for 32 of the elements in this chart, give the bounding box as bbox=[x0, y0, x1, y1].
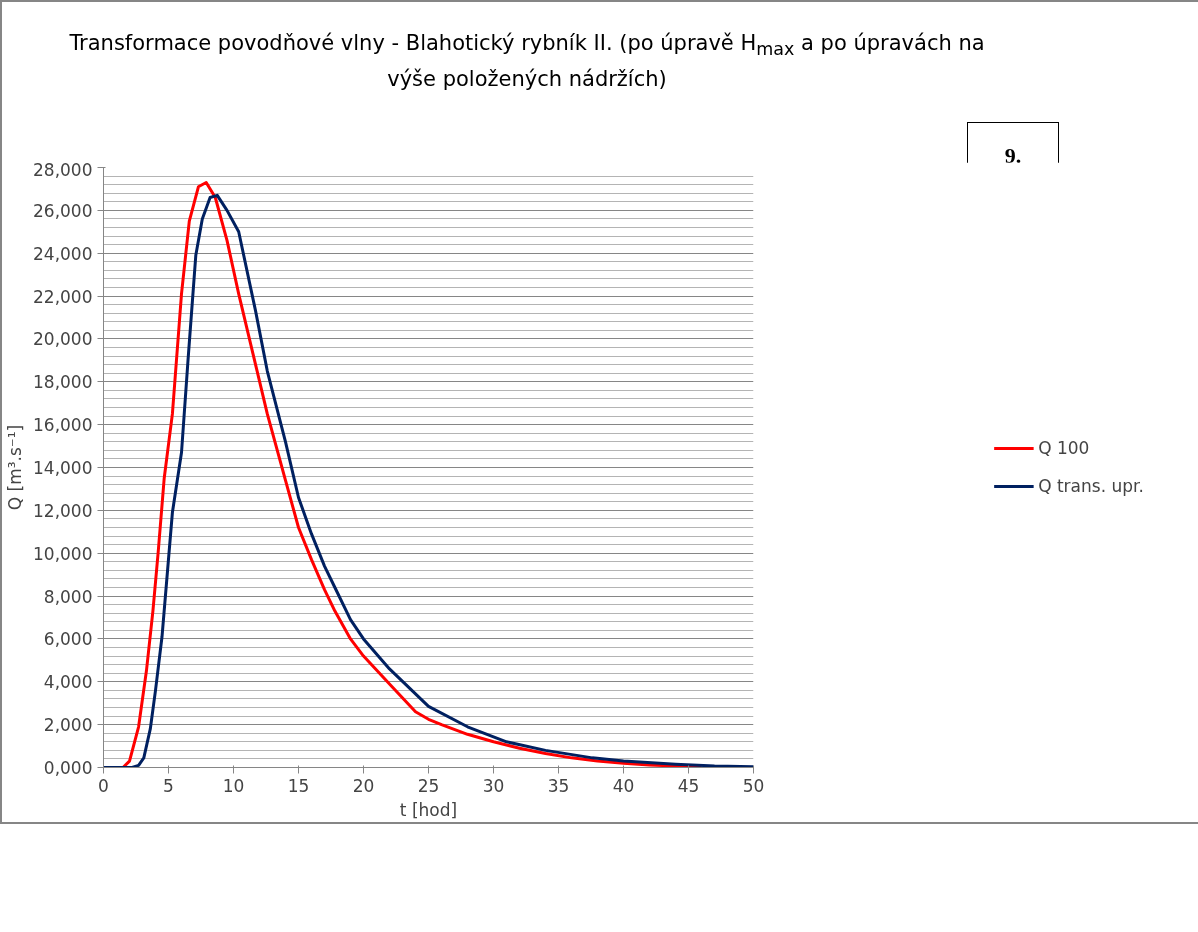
y-tick-label: 24,000 bbox=[33, 243, 93, 264]
x-tick-label: 30 bbox=[482, 775, 505, 796]
x-tick-label: 15 bbox=[287, 775, 310, 796]
x-tick-label: 35 bbox=[547, 775, 570, 796]
y-tick-label: 14,000 bbox=[33, 458, 93, 478]
x-tick-label: 50 bbox=[742, 775, 765, 796]
x-tick-label: 10 bbox=[222, 775, 245, 796]
y-tick-label: 28,000 bbox=[33, 159, 93, 180]
y-tick-label: 10,000 bbox=[33, 543, 93, 564]
y-tick-label: 18,000 bbox=[33, 372, 93, 393]
x-tick-label: 45 bbox=[677, 775, 700, 796]
text: 9. bbox=[967, 122, 1059, 190]
x-axis-title: t [hod] bbox=[399, 799, 458, 820]
x-tick-label: 20 bbox=[352, 775, 375, 796]
x-tick-label: 25 bbox=[417, 775, 440, 796]
y-axis-title: Q [m³.s⁻¹] bbox=[5, 424, 26, 511]
y-tick-label: 12,000 bbox=[33, 500, 93, 521]
x-tick-label: 5 bbox=[163, 775, 174, 796]
legend-label: Q trans. upr. bbox=[1038, 476, 1144, 496]
y-tick-label: 22,000 bbox=[33, 286, 93, 307]
y-tick-label: 8,000 bbox=[43, 586, 93, 607]
y-tick-label: 2,000 bbox=[43, 715, 93, 736]
y-tick-label: 20,000 bbox=[33, 329, 93, 350]
y-tick-label: 6,000 bbox=[43, 629, 93, 650]
y-tick-label: 4,000 bbox=[43, 672, 93, 693]
y-tick-label: 16,000 bbox=[33, 415, 93, 436]
x-tick-label: 40 bbox=[612, 775, 635, 796]
legend-label: Q 100 bbox=[1038, 438, 1090, 458]
y-tick-label: 0,000 bbox=[43, 758, 93, 778]
x-tick-label: 0 bbox=[98, 775, 109, 796]
y-tick-label: 26,000 bbox=[33, 200, 93, 221]
chart-title: Transformace povodňové vlny - Blahotický rybník II. (po úpravě H$_{max}$ a po úpravách na výše položených nádržích) bbox=[69, 31, 985, 92]
